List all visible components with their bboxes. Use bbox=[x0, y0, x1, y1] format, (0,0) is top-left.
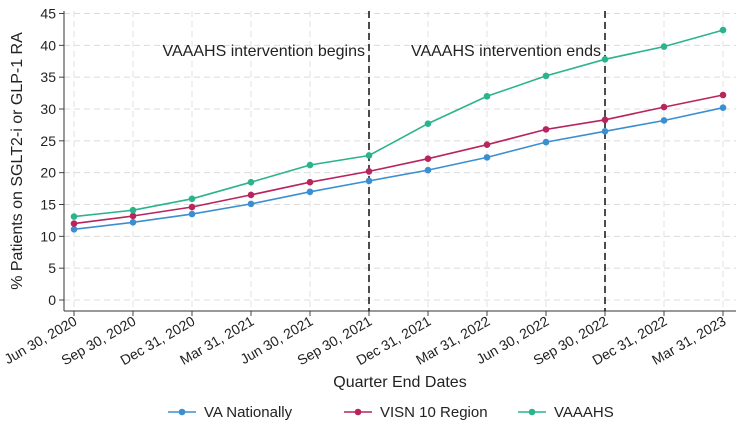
data-point bbox=[188, 203, 196, 211]
y-tick-label: 10 bbox=[40, 228, 56, 244]
data-point bbox=[306, 188, 314, 196]
series-line bbox=[73, 106, 724, 231]
series-lines bbox=[70, 26, 727, 233]
data-point bbox=[660, 117, 668, 124]
data-point bbox=[660, 103, 668, 111]
annotation-label: VAAAHS intervention begins bbox=[163, 43, 365, 60]
y-tick-label: 20 bbox=[40, 165, 56, 181]
data-point bbox=[660, 43, 668, 50]
data-point bbox=[70, 220, 78, 227]
y-tick-label: 35 bbox=[40, 69, 56, 85]
data-point bbox=[424, 166, 432, 174]
data-point bbox=[70, 226, 78, 233]
y-tick-label: 45 bbox=[40, 6, 56, 22]
grid bbox=[64, 11, 736, 311]
data-point bbox=[542, 138, 550, 146]
y-tick-label: 30 bbox=[40, 101, 56, 117]
series-line bbox=[73, 94, 724, 225]
data-point bbox=[601, 56, 609, 63]
data-point bbox=[719, 104, 727, 112]
y-tick-label: 0 bbox=[48, 292, 56, 308]
annotation-label: VAAAHS intervention ends bbox=[411, 43, 601, 60]
y-tick-label: 25 bbox=[40, 133, 56, 149]
data-point bbox=[365, 152, 373, 159]
data-point bbox=[483, 154, 491, 161]
y-tick-labels: 0 5 10 15 20 25 30 35 40 45 bbox=[40, 6, 56, 309]
data-point bbox=[129, 212, 137, 220]
legend: VA Nationally VISN 10 Region VAAAHS bbox=[168, 404, 614, 421]
legend-entry: VAAAHS bbox=[554, 404, 614, 421]
axes-frame bbox=[59, 11, 736, 316]
legend-swatch-marker bbox=[354, 408, 362, 416]
data-point bbox=[247, 178, 255, 186]
data-point bbox=[306, 178, 314, 186]
data-point bbox=[247, 191, 255, 199]
data-point bbox=[188, 195, 196, 203]
data-point bbox=[483, 92, 491, 100]
y-tick-label: 15 bbox=[40, 197, 56, 213]
data-point bbox=[719, 91, 727, 99]
data-point bbox=[542, 126, 550, 133]
data-point bbox=[247, 200, 255, 208]
legend-entry: VA Nationally bbox=[204, 404, 293, 421]
y-tick-label: 40 bbox=[40, 37, 56, 53]
y-axis-label: % Patients on SGLT2-i or GLP-1 RA bbox=[9, 32, 26, 290]
y-tick-label: 5 bbox=[48, 260, 56, 276]
data-point bbox=[719, 26, 727, 34]
data-point bbox=[365, 168, 373, 175]
data-point bbox=[129, 219, 137, 226]
x-axis-label: Quarter End Dates bbox=[333, 374, 466, 391]
data-point bbox=[306, 161, 314, 169]
data-point bbox=[483, 141, 491, 148]
data-point bbox=[601, 116, 609, 124]
series-line bbox=[73, 29, 724, 218]
data-point bbox=[188, 210, 196, 218]
data-point bbox=[542, 72, 550, 80]
legend-swatch-marker bbox=[178, 408, 186, 416]
annotations: VAAAHS intervention begins VAAAHS interve… bbox=[163, 43, 601, 60]
data-point bbox=[424, 155, 432, 162]
data-point bbox=[70, 213, 78, 220]
legend-entry: VISN 10 Region bbox=[380, 404, 488, 421]
data-point bbox=[601, 127, 609, 135]
data-point bbox=[365, 177, 373, 185]
legend-swatch-marker bbox=[528, 408, 536, 416]
data-point bbox=[424, 120, 432, 127]
data-point bbox=[129, 206, 137, 214]
